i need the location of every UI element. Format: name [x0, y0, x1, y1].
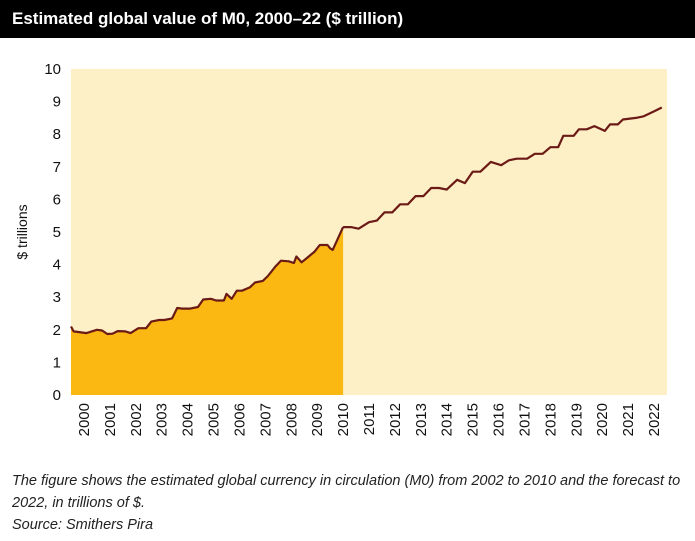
- x-tick-label: 2016: [491, 403, 508, 436]
- x-tick-label: 2018: [542, 403, 559, 436]
- x-tick-label: 2013: [413, 403, 430, 436]
- x-tick-label: 2003: [154, 403, 171, 436]
- y-tick-label: 5: [53, 224, 61, 241]
- y-tick-label: 1: [53, 354, 61, 371]
- caption-source: Source: Smithers Pira: [12, 517, 154, 533]
- y-tick-label: 8: [53, 126, 61, 143]
- y-axis-label: $ trillions: [14, 204, 30, 259]
- x-axis-ticks: 2000 2001 2002 2003 2004 2005 2006 2007 2008 2009…: [76, 403, 663, 436]
- x-tick-label: 2019: [568, 403, 585, 436]
- x-tick-label: 2014: [439, 403, 456, 436]
- y-tick-label: 0: [53, 387, 61, 404]
- x-tick-label: 2000: [76, 403, 93, 436]
- y-tick-label: 7: [53, 159, 61, 176]
- x-tick-label: 2006: [231, 403, 248, 436]
- x-tick-label: 2007: [257, 403, 274, 436]
- actual-line: [70, 226, 345, 336]
- y-tick-label: 3: [53, 289, 61, 306]
- y-tick-label: 2: [53, 322, 61, 339]
- chart-title: Estimated global value of M0, 2000–22 ($…: [0, 0, 695, 38]
- y-tick-label: 10: [44, 61, 61, 78]
- x-tick-label: 2020: [594, 403, 611, 436]
- x-tick-label: 2008: [283, 403, 300, 436]
- x-tick-label: 2015: [465, 403, 482, 436]
- forecast-line: [343, 106, 663, 230]
- caption-description: The figure shows the estimated global cu…: [12, 473, 681, 511]
- x-tick-label: 2012: [387, 403, 404, 436]
- x-tick-label: 2004: [180, 403, 197, 436]
- x-tick-label: 2010: [335, 403, 352, 436]
- y-tick-label: 6: [53, 191, 61, 208]
- x-tick-label: 2005: [206, 403, 223, 436]
- y-axis-ticks: 0 1 2 3 4 5 6 7 8 9 10: [44, 61, 61, 404]
- x-tick-label: 2002: [128, 403, 145, 436]
- actual-area: [71, 227, 344, 395]
- x-tick-label: 2011: [361, 403, 378, 435]
- y-tick-label: 9: [53, 94, 61, 111]
- x-tick-label: 2017: [517, 403, 534, 436]
- caption: The figure shows the estimated global cu…: [12, 470, 688, 536]
- x-tick-label: 2022: [646, 403, 663, 436]
- y-tick-label: 4: [53, 257, 61, 274]
- x-tick-label: 2001: [102, 403, 119, 436]
- x-tick-label: 2009: [309, 403, 326, 436]
- x-tick-label: 2021: [620, 403, 637, 436]
